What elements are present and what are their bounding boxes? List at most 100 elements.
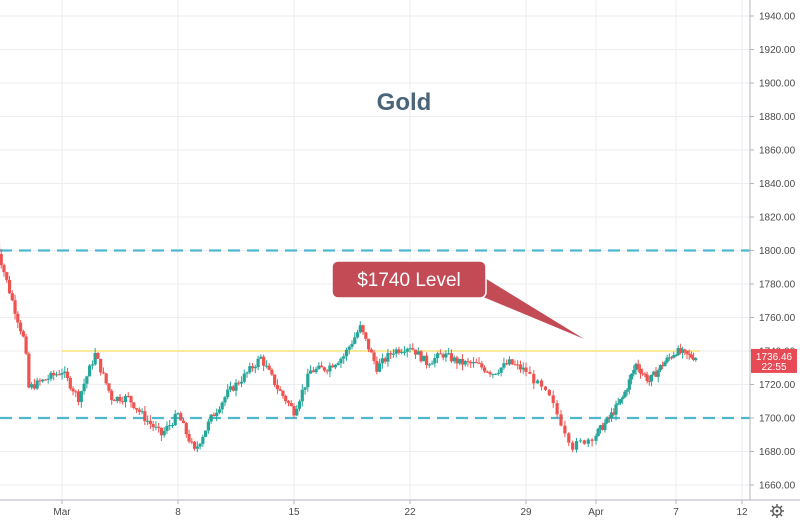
y-tick-label: 1940.00	[759, 12, 796, 23]
candle	[11, 290, 14, 301]
candle	[497, 369, 500, 375]
candle	[58, 370, 61, 376]
candle	[245, 372, 248, 378]
candle	[88, 364, 91, 377]
candle	[110, 389, 113, 405]
candle	[477, 357, 480, 364]
candle	[587, 438, 590, 447]
candle	[563, 421, 566, 437]
candle	[298, 400, 301, 412]
settings-gear-icon[interactable]	[770, 504, 784, 518]
candle	[226, 384, 229, 399]
candle	[411, 343, 414, 350]
candle	[317, 362, 320, 370]
candle	[8, 276, 11, 294]
candle	[234, 379, 237, 396]
candle	[121, 397, 124, 405]
candle	[389, 351, 392, 359]
candle	[559, 410, 562, 426]
candle	[71, 386, 74, 395]
candle	[342, 353, 345, 364]
candle	[138, 407, 141, 415]
candle	[361, 325, 364, 335]
candle	[414, 350, 417, 359]
candle	[350, 340, 353, 349]
candle	[41, 379, 44, 383]
candle	[127, 392, 130, 398]
y-tick-label: 1820.00	[759, 213, 796, 224]
candle	[591, 438, 594, 446]
candle	[129, 396, 132, 408]
candle	[198, 443, 201, 450]
candle	[135, 408, 138, 413]
candle	[422, 356, 425, 362]
x-tick-label: 22	[404, 507, 416, 518]
candle	[353, 332, 356, 344]
candle	[370, 348, 373, 353]
candle	[281, 390, 284, 399]
y-tick-label: 1840.00	[759, 179, 796, 190]
candle	[532, 370, 535, 389]
x-tick-label: 8	[175, 507, 181, 518]
candle	[306, 369, 309, 392]
candle	[140, 408, 143, 414]
candle	[60, 369, 63, 380]
candle	[519, 361, 522, 373]
candle	[284, 395, 287, 405]
candle	[556, 400, 559, 418]
candle	[193, 441, 196, 451]
candle	[323, 367, 326, 373]
candle	[268, 363, 271, 370]
chart-title: Gold	[377, 89, 432, 116]
candle	[212, 412, 215, 416]
candle	[312, 367, 315, 373]
x-tick-label: 7	[673, 507, 679, 518]
candle	[430, 360, 433, 364]
candle	[524, 362, 527, 376]
candle	[215, 408, 218, 421]
candle	[33, 379, 36, 390]
candle	[201, 434, 204, 446]
annotation-layer: $1740 Level	[332, 261, 590, 342]
candle	[254, 365, 257, 373]
candle	[528, 366, 531, 374]
candle	[334, 364, 337, 369]
candle	[160, 427, 163, 441]
candle	[384, 356, 387, 363]
candle	[469, 360, 472, 368]
candle	[49, 371, 52, 381]
candle	[425, 352, 428, 368]
candle	[287, 400, 290, 406]
candle	[270, 368, 273, 376]
candle	[116, 396, 119, 403]
candle	[105, 373, 108, 385]
candle	[480, 361, 483, 370]
candle	[273, 374, 276, 387]
candle	[583, 440, 586, 445]
candle	[74, 390, 77, 397]
candle	[265, 360, 268, 368]
candle	[464, 360, 467, 367]
candle	[472, 357, 475, 368]
candle	[251, 363, 254, 372]
y-tick-label: 1720.00	[759, 380, 796, 391]
candle	[91, 360, 94, 369]
candle	[486, 371, 489, 373]
candle	[567, 432, 570, 446]
candle	[575, 438, 578, 453]
candle	[345, 348, 348, 361]
candle	[55, 372, 58, 377]
candle	[157, 423, 160, 433]
price-label-countdown: 22:55	[761, 362, 786, 373]
candle	[372, 350, 375, 364]
candle	[455, 356, 458, 369]
candle	[364, 332, 367, 341]
candle	[483, 365, 486, 373]
y-tick-label: 1880.00	[759, 112, 796, 123]
candle	[2, 264, 5, 277]
candle	[359, 321, 362, 333]
y-tick-label: 1660.00	[759, 481, 796, 492]
